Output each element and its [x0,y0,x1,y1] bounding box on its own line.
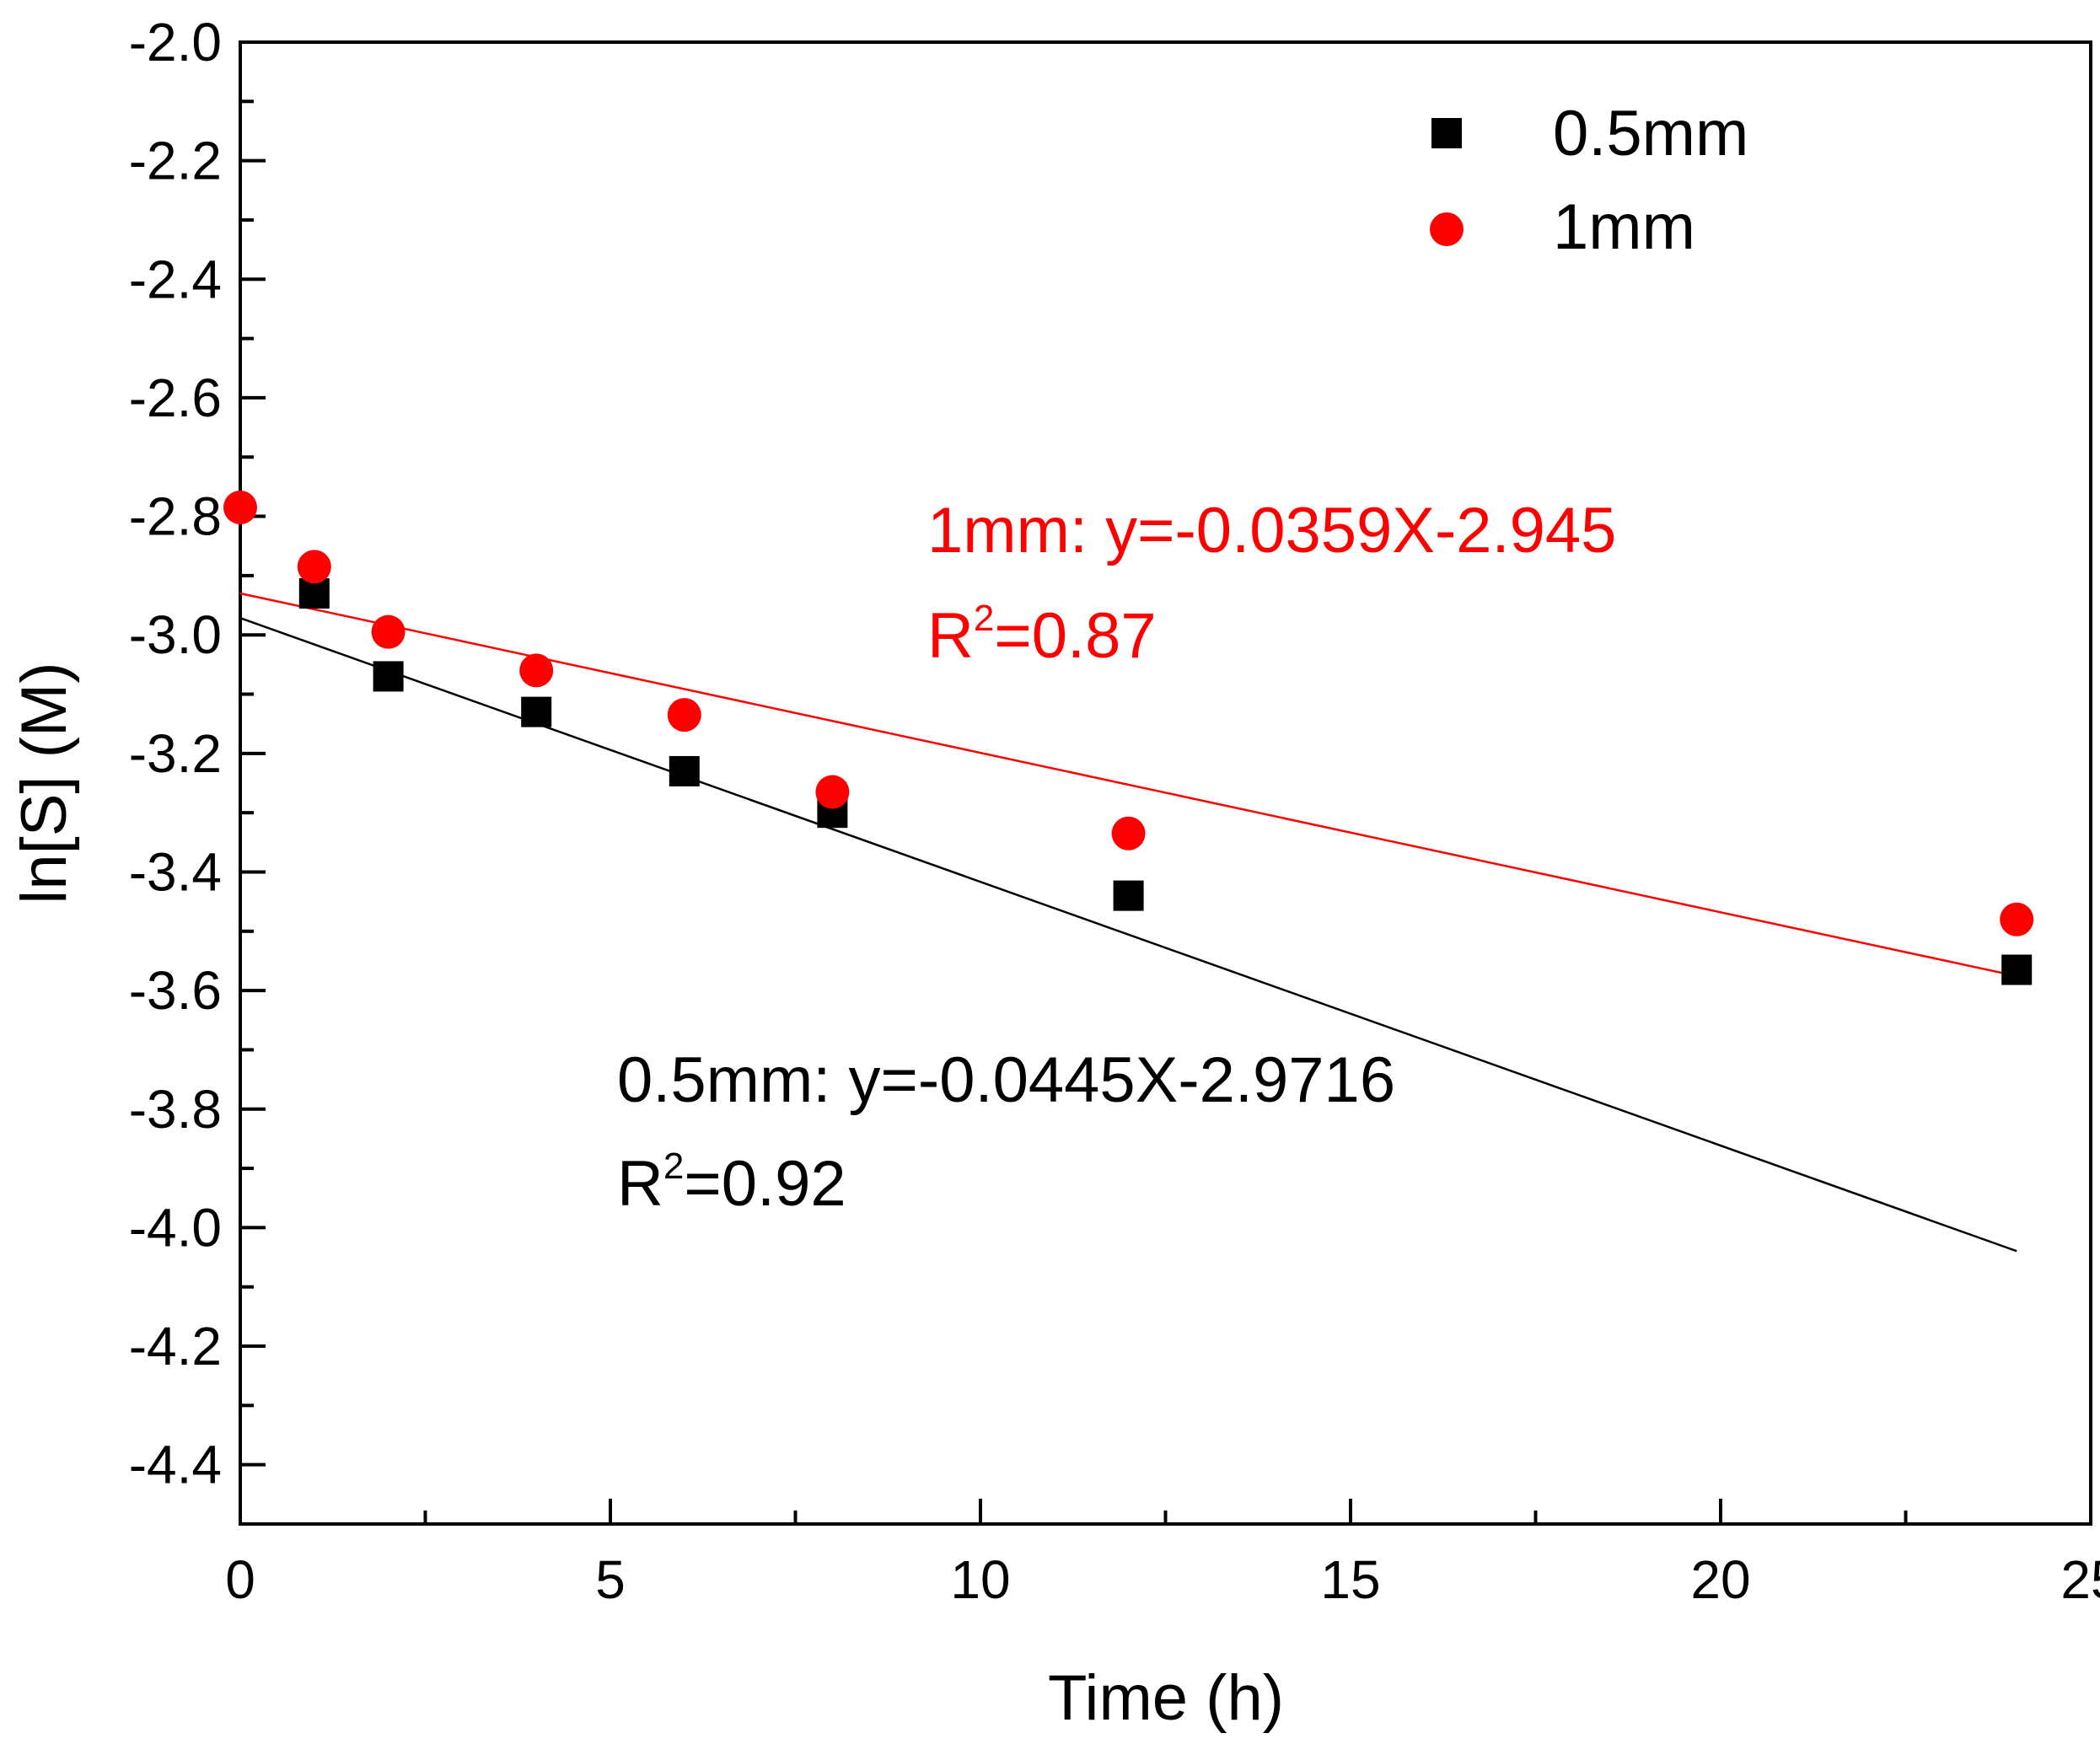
x-tick-label: 15 [1320,1549,1380,1610]
y-tick-label: -3.8 [129,1079,222,1140]
point-1mm [2000,902,2034,936]
point-1mm [297,550,331,584]
y-tick-label: -2.4 [129,249,222,309]
x-tick-label: 20 [1690,1549,1750,1610]
point-0.5mm [373,661,404,692]
x-tick-label: 25 [2060,1549,2100,1610]
y-axis-label: ln[S] (M) [8,662,80,904]
point-1mm [519,653,554,688]
annotation-red-r2: R2=0.87 [927,598,1157,672]
annotation-red-r2-prefix: R [927,600,974,672]
x-axis-ticks: 0 5 10 15 20 25 [225,1499,2100,1610]
y-tick-label: -3.0 [129,604,222,665]
annotation-black-r2-prefix: R [617,1148,663,1220]
legend-marker-0.5mm [1431,118,1462,148]
data-points [223,491,2034,985]
point-1mm [815,775,850,809]
annotation-red-r2-sup: 2 [974,598,994,639]
legend-label-1mm: 1mm [1553,191,1695,263]
annotation-black-r2-sup: 2 [663,1146,684,1187]
x-axis-label: Time (h) [1048,1662,1284,1734]
x-tick-label: 10 [950,1549,1010,1610]
y-tick-label: -2.8 [129,486,222,547]
legend: 0.5mm 1mm [1430,98,1748,263]
y-tick-label: -2.6 [129,368,222,428]
y-tick-label: -3.2 [129,723,222,784]
point-1mm [667,698,701,732]
y-tick-label: -2.0 [129,12,222,72]
y-axis-ticks: -2.0 -2.2 -2.4 -2.6 -2.8 -3.0 -3.2 -3.4 -3.6 -3.8… [129,12,266,1526]
annotation-black-equation: 0.5mm: y=-0.0445X-2.9716 [617,1044,1395,1116]
fit-lines [239,592,2017,1253]
point-1mm [371,614,405,649]
annotation-red-equation: 1mm: y=-0.0359X-2.945 [927,495,1616,566]
point-0.5mm [669,755,700,786]
y-tick-label: -4.4 [129,1435,222,1495]
point-1mm [1111,816,1146,851]
annotation-black-r2: R2=0.92 [617,1146,846,1220]
fit-line-0.5mm [239,617,2017,1253]
point-1mm [223,491,257,525]
y-tick-label: -3.4 [129,841,222,902]
legend-label-0.5mm: 0.5mm [1553,98,1748,169]
annotation-red-r2-value: =0.87 [994,600,1156,672]
x-tick-label: 5 [595,1549,626,1610]
y-tick-label: -4.0 [129,1197,222,1258]
y-tick-label: -3.6 [129,960,222,1021]
point-0.5mm [521,696,552,727]
y-tick-label: -2.2 [129,131,222,191]
plot-frame [239,40,2092,1526]
point-0.5mm [1113,880,1144,911]
y-tick-label: -4.2 [129,1316,222,1376]
legend-marker-1mm [1430,212,1464,246]
point-0.5mm [2001,954,2033,985]
annotation-black-r2-value: =0.92 [684,1148,846,1220]
x-tick-label: 0 [225,1549,255,1610]
